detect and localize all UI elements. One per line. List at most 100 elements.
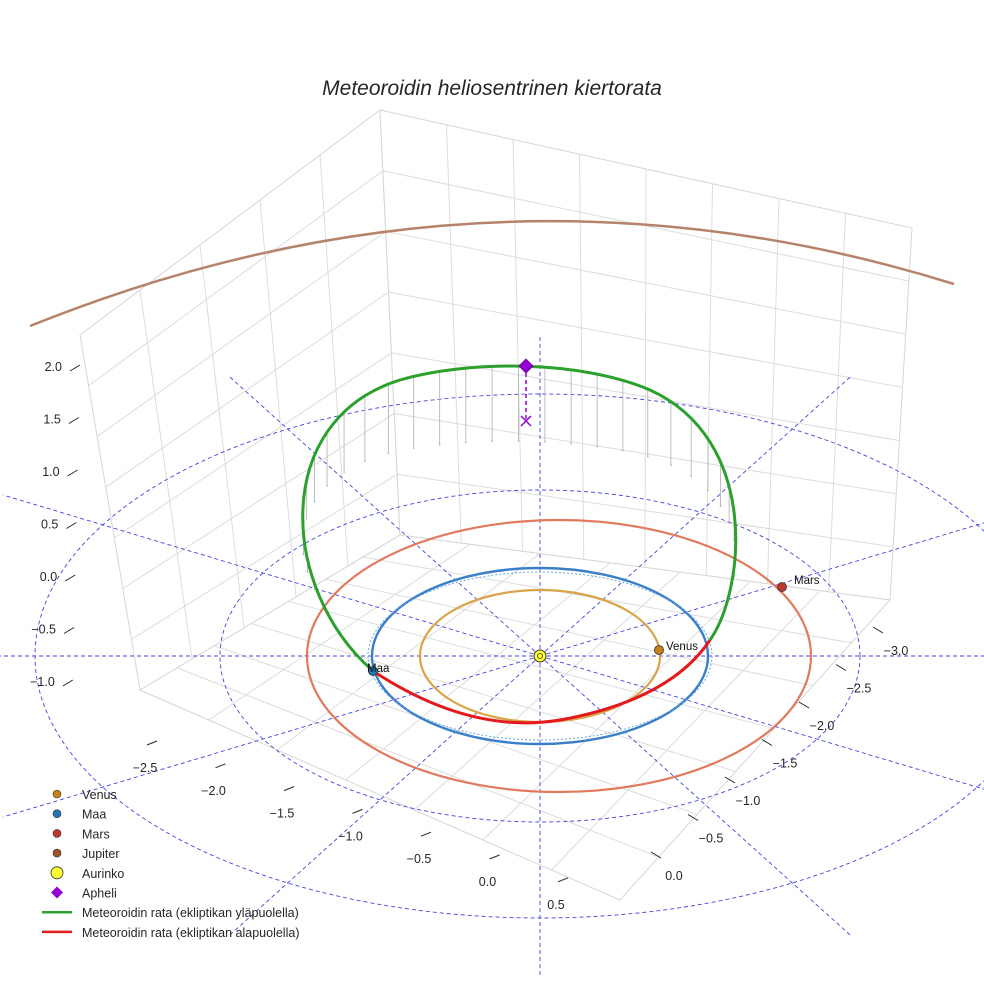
- grid-line: [122, 413, 395, 589]
- reference-spoke: [2, 655, 541, 818]
- x-tick-mark: [146, 740, 158, 746]
- y-axis-ticks: −3.0 −2.5 −2.0 −1.5 −1.0 −0.5 0.0: [650, 626, 909, 883]
- z-axis-ticks: 2.0 1.5 1.0 0.5 0.0 −0.5 −1.0: [30, 360, 81, 689]
- reference-spoke: [539, 522, 984, 657]
- grid-line: [482, 581, 751, 841]
- legend-marker: [52, 848, 62, 858]
- y-tick-label: −3.0: [884, 644, 909, 658]
- drop-line-foot: [438, 443, 441, 446]
- drop-line-foot: [464, 441, 467, 444]
- legend-marker: [50, 866, 64, 880]
- grid-line: [114, 352, 392, 539]
- x-tick-label: −0.5: [407, 852, 432, 866]
- x-tick-label: 0.0: [479, 875, 496, 889]
- legend-marker: [52, 809, 62, 819]
- mars-marker: [777, 582, 787, 592]
- grid-line: [139, 289, 193, 660]
- grid-line: [131, 473, 398, 640]
- legend-item: Apheli: [51, 886, 117, 901]
- sun-center: [537, 653, 543, 659]
- drop-line-foot: [646, 455, 649, 458]
- drop-line-foot: [728, 522, 731, 524]
- drop-line-foot: [313, 500, 316, 503]
- legend-item: Jupiter: [52, 847, 120, 861]
- drop-line-foot: [387, 452, 390, 455]
- y-tick-label: −2.5: [847, 682, 872, 696]
- drop-line-foot: [707, 489, 709, 492]
- legend-label: Meteoroidin rata (ekliptikan yläpuolella…: [82, 906, 299, 920]
- x-axis-ticks: −2.5 −2.0 −1.5 −1.0 −0.5 0.0 0.5: [133, 740, 569, 912]
- y-tick-label: 0.0: [665, 869, 682, 883]
- legend-item: Maa: [52, 808, 106, 822]
- sun-marker: [533, 649, 547, 663]
- y-tick-label: −0.5: [699, 832, 724, 846]
- venus-label: Venus: [666, 641, 698, 653]
- z-tick-mark: [68, 417, 80, 424]
- x-tick-mark: [215, 763, 226, 769]
- x-tick-mark: [489, 854, 500, 860]
- x-tick-label: −1.0: [338, 829, 363, 843]
- legend-label: Meteoroidin rata (ekliptikan alapuolella…: [82, 926, 299, 940]
- grid-line: [319, 154, 349, 567]
- jupiter-orbit: [29, 219, 955, 328]
- drop-line-foot: [305, 517, 308, 520]
- grid-line: [259, 199, 297, 598]
- grid-line: [767, 198, 780, 584]
- drop-line-foot: [621, 449, 624, 452]
- grid-line: [276, 553, 541, 751]
- grid-line: [88, 170, 384, 387]
- grid-line: [251, 623, 736, 772]
- earth-orbit-shadow: [367, 571, 713, 741]
- x-tick-label: −1.5: [270, 807, 295, 821]
- drop-line-foot: [306, 571, 309, 574]
- chart-title: Meteoroidin heliosentrinen kiertorata: [322, 77, 662, 100]
- legend-item: Meteoroidin rata (ekliptikan alapuolella…: [42, 926, 299, 940]
- drop-line-foot: [412, 447, 415, 449]
- z-tick-mark: [67, 469, 78, 477]
- y-tick-mark: [872, 626, 884, 634]
- grid-line: [214, 645, 698, 815]
- grid-line: [446, 124, 462, 544]
- x-tick-label: 0.5: [547, 898, 564, 912]
- grid-line: [828, 213, 846, 592]
- earth-marker: [368, 666, 378, 676]
- aphelion-marker: [518, 358, 534, 374]
- venus-marker: [654, 645, 664, 655]
- grid-line: [176, 667, 659, 858]
- z-tick-label: 1.0: [42, 465, 59, 479]
- drop-line-foot: [326, 484, 328, 487]
- x-tick-mark: [557, 877, 569, 883]
- grid-line: [413, 571, 681, 811]
- y-tick-mark: [650, 851, 662, 859]
- y-tick-label: −1.5: [773, 757, 798, 771]
- grid-line: [199, 244, 245, 629]
- z-tick-mark: [64, 574, 76, 582]
- z-tick-label: 0.0: [40, 570, 57, 584]
- y-tick-mark: [761, 739, 773, 746]
- ecliptic-reference-grid: [0, 334, 984, 978]
- grid-line: [705, 183, 713, 576]
- legend-marker: [52, 829, 62, 838]
- legend-label: Jupiter: [82, 847, 120, 861]
- y-tick-mark: [724, 776, 736, 784]
- earth-label: Maa: [367, 663, 390, 675]
- legend-label: Apheli: [82, 887, 117, 901]
- y-tick-label: −2.0: [810, 719, 835, 733]
- legend-label: Mars: [82, 827, 110, 841]
- drop-line-foot: [596, 445, 599, 448]
- y-tick-mark: [798, 701, 810, 709]
- grid-line: [288, 600, 775, 730]
- drop-line-foot: [690, 475, 693, 478]
- legend-item: Mars: [52, 827, 110, 841]
- mars-label: Mars: [794, 575, 820, 587]
- grid-line: [325, 578, 813, 687]
- meteoroid-orbit-above: [301, 364, 738, 673]
- z-tick-mark: [63, 627, 75, 634]
- meteoroid-orbit-below: [372, 639, 712, 725]
- mars-orbit: [305, 518, 813, 794]
- drop-line-foot: [669, 464, 672, 467]
- legend-label: Maa: [82, 808, 106, 822]
- z-tick-mark: [66, 522, 77, 529]
- legend: Venus Maa Mars Jupiter Aurinko Apheli Meteoroi…: [42, 788, 299, 940]
